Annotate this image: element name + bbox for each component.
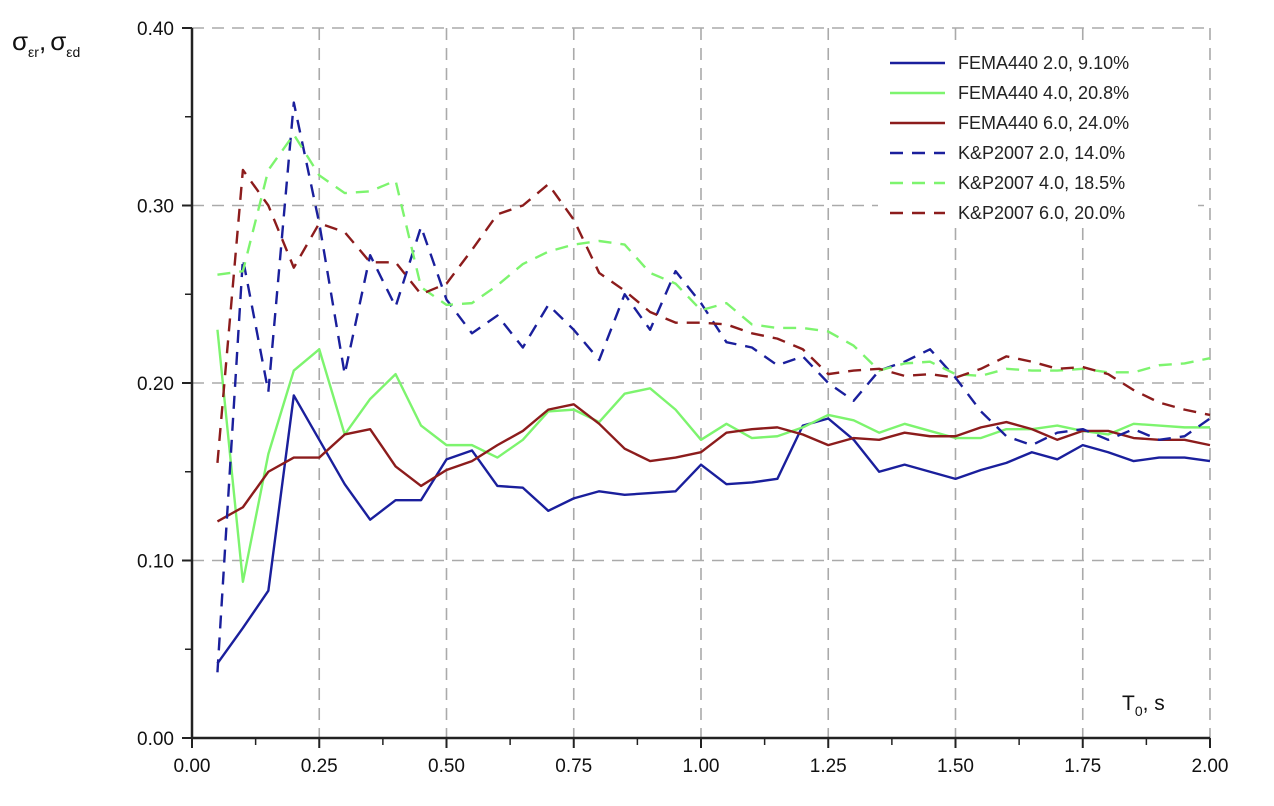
legend-label: FEMA440 6.0, 24.0%	[958, 113, 1129, 133]
x-tick-label: 1.50	[937, 756, 974, 777]
legend: FEMA440 2.0, 9.10% FEMA440 4.0, 20.8% FEMA…	[878, 43, 1198, 223]
series-line-4	[217, 133, 1211, 378]
x-tick-label: 2.00	[1192, 756, 1229, 777]
x-tick-label: 0.00	[174, 756, 211, 777]
legend-label: FEMA440 2.0, 9.10%	[958, 53, 1129, 73]
series-lines	[216, 101, 1211, 673]
y-tick-label: 0.10	[137, 552, 174, 573]
x-tick-label: 1.00	[683, 756, 720, 777]
legend-label: K&P2007 6.0, 20.0%	[958, 203, 1125, 223]
tick-labels: 0.00 0.25 0.50 0.75 1.00 1.25 1.50 1.75 2.00 0.00…	[137, 19, 1228, 777]
legend-bg	[878, 43, 1198, 73]
legend-bg	[878, 103, 1198, 133]
series-line-2	[216, 403, 1211, 523]
series-line-1	[216, 329, 1210, 583]
x-tick-label: 1.75	[1064, 756, 1101, 777]
legend-label: K&P2007 4.0, 18.5%	[958, 173, 1125, 193]
y-tick-label: 0.00	[137, 729, 174, 750]
legend-label: K&P2007 2.0, 14.0%	[958, 143, 1125, 163]
legend-bg	[878, 133, 1198, 163]
y-tick-label: 0.30	[137, 197, 174, 218]
x-tick-label: 0.50	[428, 756, 465, 777]
x-tick-label: 1.25	[810, 756, 847, 777]
series-line-0	[216, 394, 1211, 665]
y-tick-label: 0.20	[137, 374, 174, 395]
legend-bg	[878, 193, 1198, 223]
y-axis-label: σεr, σεd	[12, 26, 80, 60]
y-tick-label: 0.40	[137, 19, 174, 40]
legend-bg	[878, 73, 1198, 103]
legend-label: FEMA440 4.0, 20.8%	[958, 83, 1129, 103]
x-tick-label: 0.75	[555, 756, 592, 777]
legend-bg	[878, 163, 1198, 193]
axes	[182, 27, 1211, 748]
x-axis-label: T0, s	[1122, 692, 1165, 719]
series-line-5	[216, 168, 1211, 463]
x-tick-label: 0.25	[301, 756, 338, 777]
